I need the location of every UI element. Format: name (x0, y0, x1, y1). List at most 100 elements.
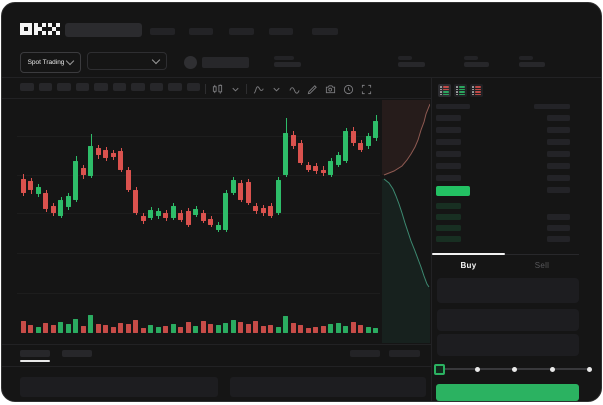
clock-icon[interactable] (341, 83, 355, 95)
book-row-mark (472, 86, 481, 88)
volume-bar (58, 322, 63, 333)
interval-button-placeholder[interactable] (149, 83, 163, 91)
candlestick-chart[interactable] (17, 100, 380, 343)
slider-stop[interactable] (587, 366, 592, 372)
stat-value-placeholder (274, 62, 301, 67)
tab-buy[interactable]: Buy (460, 261, 477, 270)
ask-amount-placeholder (547, 127, 570, 133)
stat-label-placeholder (464, 56, 478, 60)
chevron-down-icon[interactable] (228, 83, 242, 95)
volume-bar (110, 327, 116, 333)
interval-button-placeholder[interactable] (112, 83, 126, 91)
candle (350, 131, 356, 143)
logo-glyph-K (34, 23, 46, 35)
book-row-mark (456, 91, 465, 93)
ask-price-placeholder[interactable] (436, 175, 461, 181)
ask-amount-placeholder (547, 187, 570, 193)
interval-button-placeholder[interactable] (94, 83, 108, 91)
volume-bar (80, 326, 86, 333)
book-asks-icon[interactable] (470, 84, 483, 97)
candle (260, 208, 266, 213)
expand-icon[interactable] (359, 83, 373, 95)
order-input-0[interactable] (437, 278, 579, 303)
interval-button-placeholder[interactable] (57, 83, 71, 91)
nav-item-placeholder[interactable] (150, 28, 175, 35)
volume-bar (215, 325, 221, 333)
okx-logo[interactable] (20, 23, 60, 35)
volume-bar (133, 320, 138, 333)
book-row-mark (472, 91, 481, 93)
wave-icon[interactable] (287, 83, 301, 95)
bottom-tab-action-placeholder[interactable] (350, 350, 380, 357)
stat-value-placeholder (398, 62, 425, 67)
ask-price-placeholder[interactable] (436, 139, 461, 145)
bid-price-placeholder[interactable] (436, 236, 461, 242)
slider-handle[interactable] (434, 364, 445, 375)
volume-bar (170, 324, 176, 333)
bid-price-placeholder[interactable] (436, 225, 461, 231)
ask-price-placeholder[interactable] (436, 163, 461, 169)
search-input[interactable] (65, 23, 142, 37)
volume-bar (155, 327, 161, 333)
nav-item-placeholder[interactable] (189, 28, 213, 35)
pair-price-placeholder (202, 57, 249, 68)
volume-bar (328, 324, 333, 333)
volume-bar (95, 324, 101, 333)
bottom-tab-action-placeholder[interactable] (389, 350, 420, 357)
volume-bar (238, 322, 243, 333)
chevron-down-icon[interactable] (269, 83, 283, 95)
ask-amount-placeholder (547, 163, 570, 169)
bottom-tab-0[interactable] (20, 350, 50, 357)
interval-button-placeholder[interactable] (186, 83, 200, 91)
indicator-icon[interactable] (251, 83, 265, 95)
pair-dropdown[interactable] (87, 52, 167, 70)
order-input-2[interactable] (437, 334, 579, 356)
candle (20, 179, 26, 193)
interval-button-placeholder[interactable] (20, 83, 34, 91)
camera-icon[interactable] (323, 83, 337, 95)
depth-svg (382, 100, 430, 343)
volume-bar (290, 323, 296, 333)
stat-label-placeholder (398, 56, 412, 60)
ask-price-placeholder[interactable] (436, 127, 461, 133)
buy-submit-button[interactable] (436, 384, 579, 401)
volume-bar (335, 323, 341, 333)
interval-button-placeholder[interactable] (75, 83, 89, 91)
market-selector-button[interactable]: Spot Trading (20, 52, 81, 73)
interval-button-placeholder[interactable] (131, 83, 145, 91)
volume-bar (43, 323, 48, 333)
candle (290, 135, 296, 146)
slider-stop[interactable] (550, 366, 555, 372)
book-bids-icon[interactable] (454, 84, 467, 97)
bottom-tabs (2, 348, 431, 364)
bottom-tab-1[interactable] (62, 350, 92, 357)
bid-amount-placeholder (547, 214, 570, 220)
order-input-1[interactable] (437, 309, 579, 331)
candle (178, 213, 183, 220)
nav-item-placeholder[interactable] (312, 28, 338, 35)
candle (215, 225, 221, 230)
tab-sell[interactable]: Sell (534, 261, 550, 270)
pencil-icon[interactable] (305, 83, 319, 95)
interval-button-placeholder[interactable] (168, 83, 182, 91)
book-row-mark (472, 93, 481, 95)
ask-amount-placeholder (547, 151, 570, 157)
depth-chart[interactable] (382, 100, 430, 343)
last-price-highlight[interactable] (436, 186, 470, 196)
bid-price-placeholder[interactable] (436, 203, 461, 209)
candle (170, 206, 176, 218)
nav-item-placeholder[interactable] (229, 28, 254, 35)
slider-stop[interactable] (475, 366, 480, 372)
candle (28, 181, 33, 190)
ask-price-placeholder[interactable] (436, 115, 461, 121)
candles-icon[interactable] (210, 83, 224, 95)
candle (283, 133, 288, 175)
book-combined-icon[interactable] (438, 84, 451, 97)
volume-bar (260, 326, 266, 333)
interval-button-placeholder[interactable] (38, 83, 52, 91)
bid-price-placeholder[interactable] (436, 214, 461, 220)
candle (275, 180, 281, 213)
slider-stop[interactable] (512, 366, 517, 372)
nav-item-placeholder[interactable] (269, 28, 293, 35)
ask-price-placeholder[interactable] (436, 151, 461, 157)
